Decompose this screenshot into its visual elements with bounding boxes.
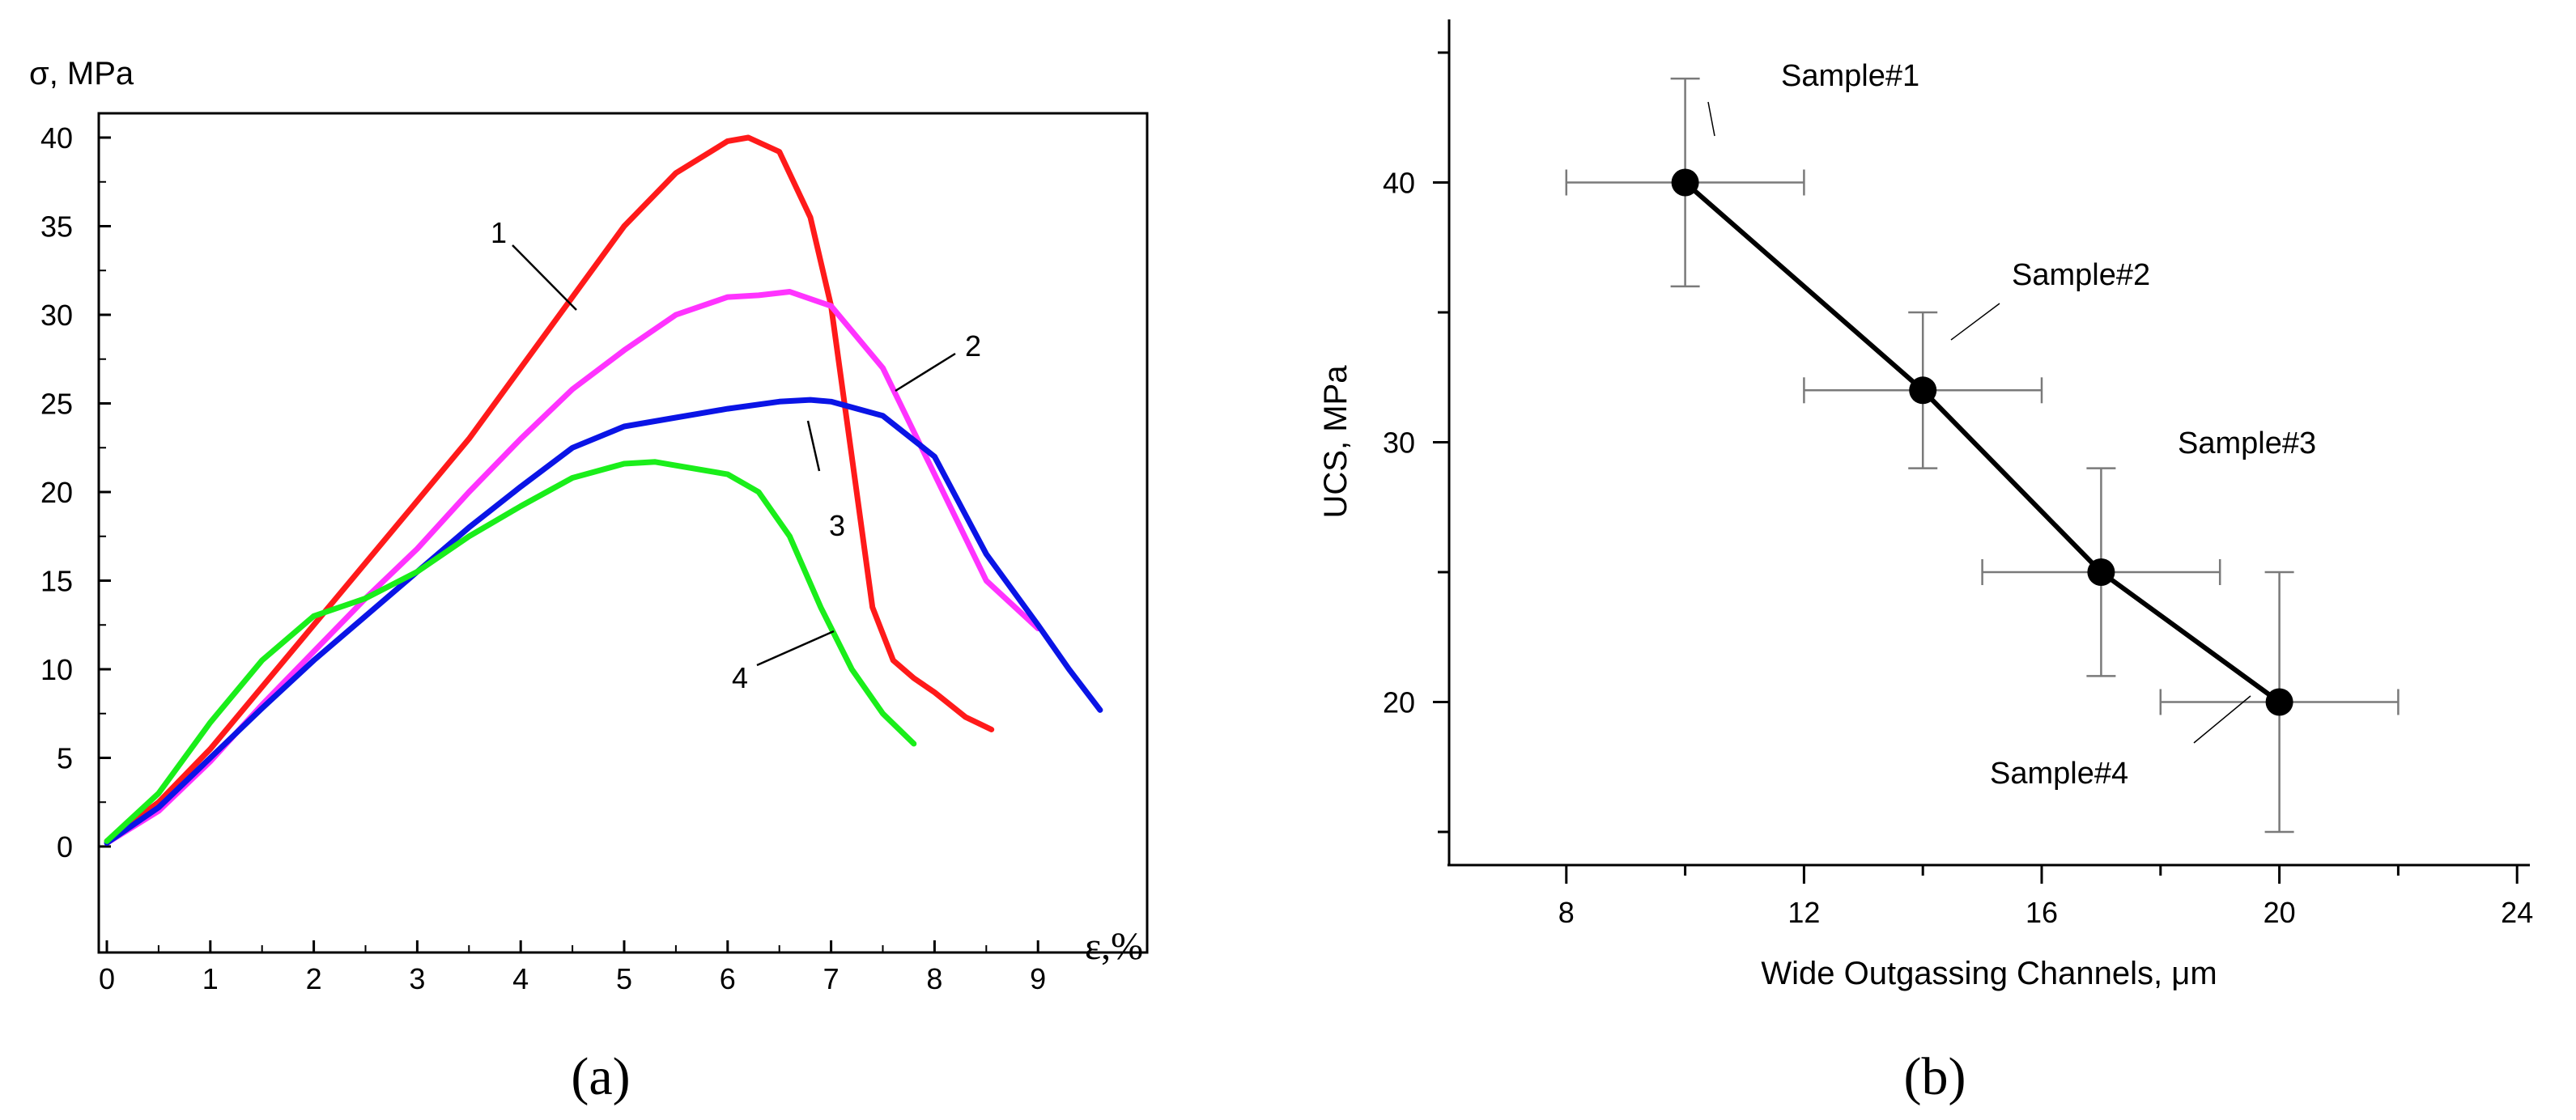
sample-leader-2 — [1950, 303, 2000, 341]
panel-a-y-tick-label: 20 — [40, 476, 73, 509]
panel-b-x-tick-label: 24 — [2501, 896, 2533, 929]
annotation-leader-2 — [895, 352, 956, 392]
panel-a-y-tick-label: 25 — [40, 388, 73, 421]
panel-b-x-tick-label: 20 — [2264, 896, 2296, 929]
sample-label-3: Sample#3 — [2178, 426, 2316, 460]
panel-a-caption: (a) — [571, 1047, 630, 1106]
panel-a-x-tick-label: 6 — [720, 962, 736, 995]
series-line-3 — [104, 397, 1103, 846]
panel-b-series — [1683, 180, 2281, 704]
panel-b-y-tick-label: 30 — [1383, 426, 1415, 460]
panel-b-ucs-chart: 20 30 40 8 12 16 20 24 Sample#1 Sample#2 Sampl… — [1318, 19, 2533, 1106]
panel-a-x-tick-label: 0 — [99, 962, 115, 995]
panel-a-y-axis-label: σ, MPa — [29, 56, 134, 91]
annotation-leader-4 — [756, 630, 835, 667]
panel-a-y-tick-label: 5 — [57, 742, 73, 775]
panel-b-x-tick-label: 16 — [2026, 896, 2058, 929]
data-point-sample-2 — [1909, 376, 1937, 405]
annotation-label-1: 1 — [491, 216, 507, 249]
panel-b-x-axis-label: Wide Outgassing Channels, μm — [1761, 956, 2217, 991]
sample-leader-4 — [2193, 695, 2251, 744]
panel-b-x-tick-label: 12 — [1787, 896, 1820, 929]
panel-a-y-tick-label: 15 — [40, 565, 73, 598]
panel-a-stress-strain-chart: σ, MPa 0 5 10 15 20 25 30 35 40 0 1 2 3 4 5 6 7 8 9 ε,% 1… — [29, 56, 1149, 1106]
sample-label-2: Sample#2 — [2012, 258, 2150, 292]
data-point-sample-3 — [2087, 558, 2115, 586]
panel-b-points — [1671, 168, 2293, 716]
panel-a-x-tick-label: 9 — [1030, 962, 1046, 995]
panel-b-y-tick-label: 20 — [1383, 686, 1415, 719]
sample-label-1: Sample#1 — [1781, 59, 1919, 93]
panel-a-x-tick-label: 3 — [409, 962, 425, 995]
sample-label-4: Sample#4 — [1990, 757, 2128, 791]
panel-a-y-tick-label: 30 — [40, 299, 73, 332]
panel-a-plot-frame — [97, 112, 1149, 954]
panel-b-y-tick-label: 40 — [1383, 167, 1415, 200]
annotation-label-2: 2 — [965, 329, 981, 363]
series-line-1 — [104, 134, 995, 844]
panel-b-y-ticks: 20 30 40 — [1383, 51, 1449, 834]
data-point-sample-1 — [1671, 168, 1699, 197]
ucs-trend-line — [1683, 180, 2281, 704]
data-point-sample-4 — [2265, 688, 2293, 716]
panel-a-x-ticks: 0 1 2 3 4 5 6 7 8 9 — [99, 940, 1091, 995]
panel-b-caption: (b) — [1904, 1047, 1966, 1106]
panel-b-y-axis-label: UCS, MPa — [1318, 365, 1354, 519]
panel-a-y-tick-label: 35 — [40, 210, 73, 244]
annotation-leader-3 — [806, 420, 821, 472]
panel-b-x-ticks: 8 12 16 20 24 — [1558, 865, 2533, 929]
panel-a-y-tick-label: 10 — [40, 653, 73, 686]
sample-leader-1 — [1707, 101, 1715, 137]
panel-a-x-tick-label: 1 — [202, 962, 219, 995]
annotation-label-3: 3 — [829, 509, 845, 542]
annotation-leader-1 — [512, 244, 577, 311]
panel-a-x-axis-label: ε,% — [1085, 925, 1143, 968]
series-line-4 — [104, 459, 917, 844]
panel-a-y-ticks: 0 5 10 15 20 25 30 35 40 — [40, 121, 111, 863]
panel-b-x-tick-label: 8 — [1558, 896, 1575, 929]
panel-a-x-tick-label: 7 — [823, 962, 840, 995]
panel-a-x-tick-label: 2 — [306, 962, 322, 995]
panel-a-x-tick-label: 5 — [616, 962, 632, 995]
panel-a-series — [104, 134, 1103, 846]
panel-a-y-tick-label: 0 — [57, 830, 73, 863]
series-line-2 — [104, 289, 1041, 846]
annotation-label-4: 4 — [732, 661, 748, 694]
panel-a-y-tick-label: 40 — [40, 121, 73, 155]
panel-a-x-tick-label: 4 — [512, 962, 529, 995]
panel-a-x-tick-label: 8 — [926, 962, 942, 995]
